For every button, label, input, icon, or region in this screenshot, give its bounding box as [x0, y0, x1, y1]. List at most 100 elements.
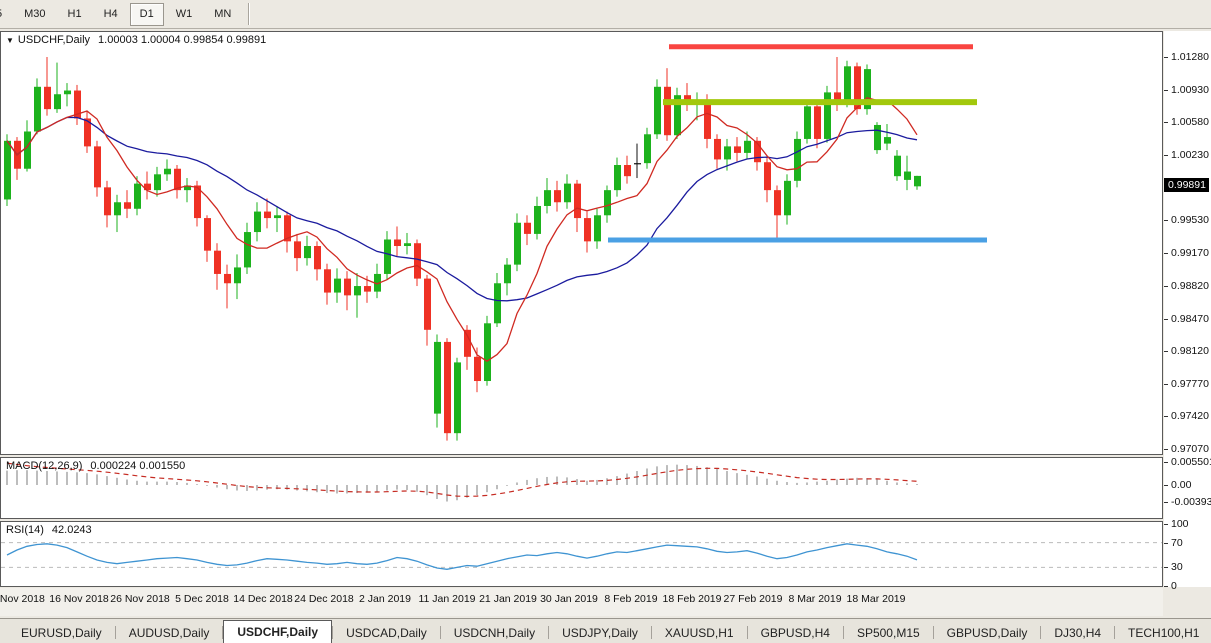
- rsi-tick: [1164, 586, 1168, 587]
- price-chart-canvas[interactable]: [1, 32, 1162, 454]
- candle: [484, 315, 491, 386]
- toolbar-separator: [248, 3, 251, 25]
- candle: [244, 222, 251, 274]
- timeframe-button-h4[interactable]: H4: [103, 7, 118, 20]
- timeframe-button-m30[interactable]: M30: [24, 7, 46, 20]
- timeframe-button-w1[interactable]: W1: [175, 7, 193, 20]
- rsi-canvas[interactable]: [1, 522, 1162, 586]
- candle: [704, 94, 711, 149]
- tab-divider: [332, 626, 334, 639]
- tab-usdcnh-daily[interactable]: USDCNH,Daily: [453, 626, 536, 640]
- candle: [114, 194, 121, 233]
- rsi-indicator-panel[interactable]: RSI(14) 42.0243: [0, 521, 1163, 587]
- candle: [724, 138, 731, 171]
- candle: [754, 137, 761, 171]
- tab-dj30-h4[interactable]: DJ30,H4: [1054, 626, 1102, 640]
- date-label: 18 Feb 2019: [662, 593, 722, 605]
- tab-tech100-h1[interactable]: TECH100,H1: [1128, 626, 1200, 640]
- candle: [734, 137, 741, 162]
- tab-gbpusd-h4[interactable]: GBPUSD,H4: [760, 626, 830, 640]
- candle: [604, 185, 611, 223]
- tab-gbpusd-daily[interactable]: GBPUSD,Daily: [946, 626, 1028, 640]
- tab-xauusd-h1[interactable]: XAUUSD,H1: [664, 626, 734, 640]
- chart-tabs: EURUSD,Daily AUDUSD,Daily USDCHF,Daily USDC…: [0, 619, 1211, 643]
- candle: [614, 157, 621, 197]
- macd-label: 0.005501: [1171, 455, 1211, 468]
- macd-tick: [1164, 501, 1168, 503]
- candle: [424, 274, 431, 346]
- ma-slow-line: [6, 116, 918, 302]
- tab-eurusd-daily[interactable]: EURUSD,Daily: [21, 626, 102, 640]
- price-tick: [1164, 351, 1168, 353]
- rsi-label: 70: [1171, 536, 1183, 549]
- candle: [564, 174, 571, 209]
- chart-title: ▼ USDCHF,Daily 1.00003 1.00004 0.99854 0.9…: [6, 34, 266, 46]
- candle: [404, 232, 411, 255]
- candle: [394, 226, 401, 257]
- candle: [374, 263, 381, 299]
- tab-divider: [746, 626, 748, 639]
- timeframe-button-5[interactable]: 5: [0, 3, 12, 26]
- candle: [144, 171, 151, 200]
- symbol-dropdown-icon[interactable]: ▼: [6, 36, 14, 45]
- tab-usdchf-daily[interactable]: USDCHF,Daily: [223, 620, 333, 643]
- candle: [214, 243, 221, 290]
- candle: [194, 180, 201, 227]
- tab-sp500-m15[interactable]: SP500,M15: [856, 626, 920, 640]
- tab-divider: [842, 626, 844, 639]
- tab-usdcad-daily[interactable]: USDCAD,Daily: [346, 626, 427, 640]
- timeframe-button-mn[interactable]: MN: [214, 7, 232, 20]
- date-label: 2 Jan 2019: [359, 593, 411, 605]
- date-label: 7 Nov 2018: [0, 593, 45, 605]
- tab-divider: [548, 626, 550, 639]
- candle: [414, 239, 421, 287]
- candle: [264, 198, 271, 229]
- date-label: 11 Jan 2019: [418, 593, 476, 605]
- macd-name: MACD(12,26,9): [6, 460, 83, 472]
- tab-divider: [222, 626, 224, 639]
- candle: [154, 166, 161, 197]
- macd-indicator-panel[interactable]: MACD(12,26,9) 0.000224 0.001550: [0, 457, 1163, 519]
- candle: [204, 215, 211, 262]
- rsi-value: 42.0243: [51, 524, 92, 536]
- price-label: 0.99170: [1171, 247, 1209, 260]
- tab-usdjpy-daily[interactable]: USDJPY,Daily: [562, 626, 638, 640]
- timeframe-button-h1[interactable]: H1: [67, 7, 82, 20]
- candle: [674, 87, 681, 139]
- rsi-line: [6, 543, 918, 570]
- price-chart-panel[interactable]: ▼ USDCHF,Daily 1.00003 1.00004 0.99854 0.9…: [0, 31, 1163, 455]
- date-label: 24 Dec 2018: [294, 593, 354, 605]
- candle: [504, 258, 511, 296]
- candle: [164, 159, 171, 181]
- macd-label: MACD(12,26,9) 0.000224 0.001550: [6, 460, 185, 472]
- date-label: 14 Dec 2018: [233, 593, 293, 605]
- price-axis[interactable]: 1.01280 1.00930 1.00580 1.00230 0.99530 0.991…: [1164, 31, 1211, 592]
- timeframe-button-d1[interactable]: D1: [129, 2, 164, 26]
- macd-label: 0.00: [1171, 479, 1192, 491]
- price-label: 1.00230: [1171, 148, 1209, 161]
- tab-divider: [1114, 626, 1116, 639]
- candle: [174, 165, 181, 199]
- candle: [334, 268, 341, 303]
- date-label: 27 Feb 2019: [723, 593, 783, 605]
- candle: [284, 211, 291, 253]
- date-label: 8 Feb 2019: [604, 593, 658, 605]
- price-tick: [1164, 219, 1168, 221]
- rsi-name: RSI(14): [6, 524, 44, 536]
- candle: [574, 179, 581, 233]
- candle: [364, 275, 371, 303]
- candle: [84, 111, 91, 153]
- macd-tick: [1164, 461, 1168, 463]
- price-tick: [1164, 383, 1168, 385]
- candle: [534, 196, 541, 240]
- macd-canvas[interactable]: [1, 458, 1162, 518]
- timeframe-toolbar: 5 M30 H1 H4 D1 W1 MN: [0, 0, 1211, 29]
- price-label: 0.97070: [1171, 442, 1209, 455]
- tab-audusd-daily[interactable]: AUDUSD,Daily: [128, 626, 210, 640]
- candle: [74, 84, 81, 125]
- candle: [784, 174, 791, 225]
- price-tick: [1164, 89, 1168, 91]
